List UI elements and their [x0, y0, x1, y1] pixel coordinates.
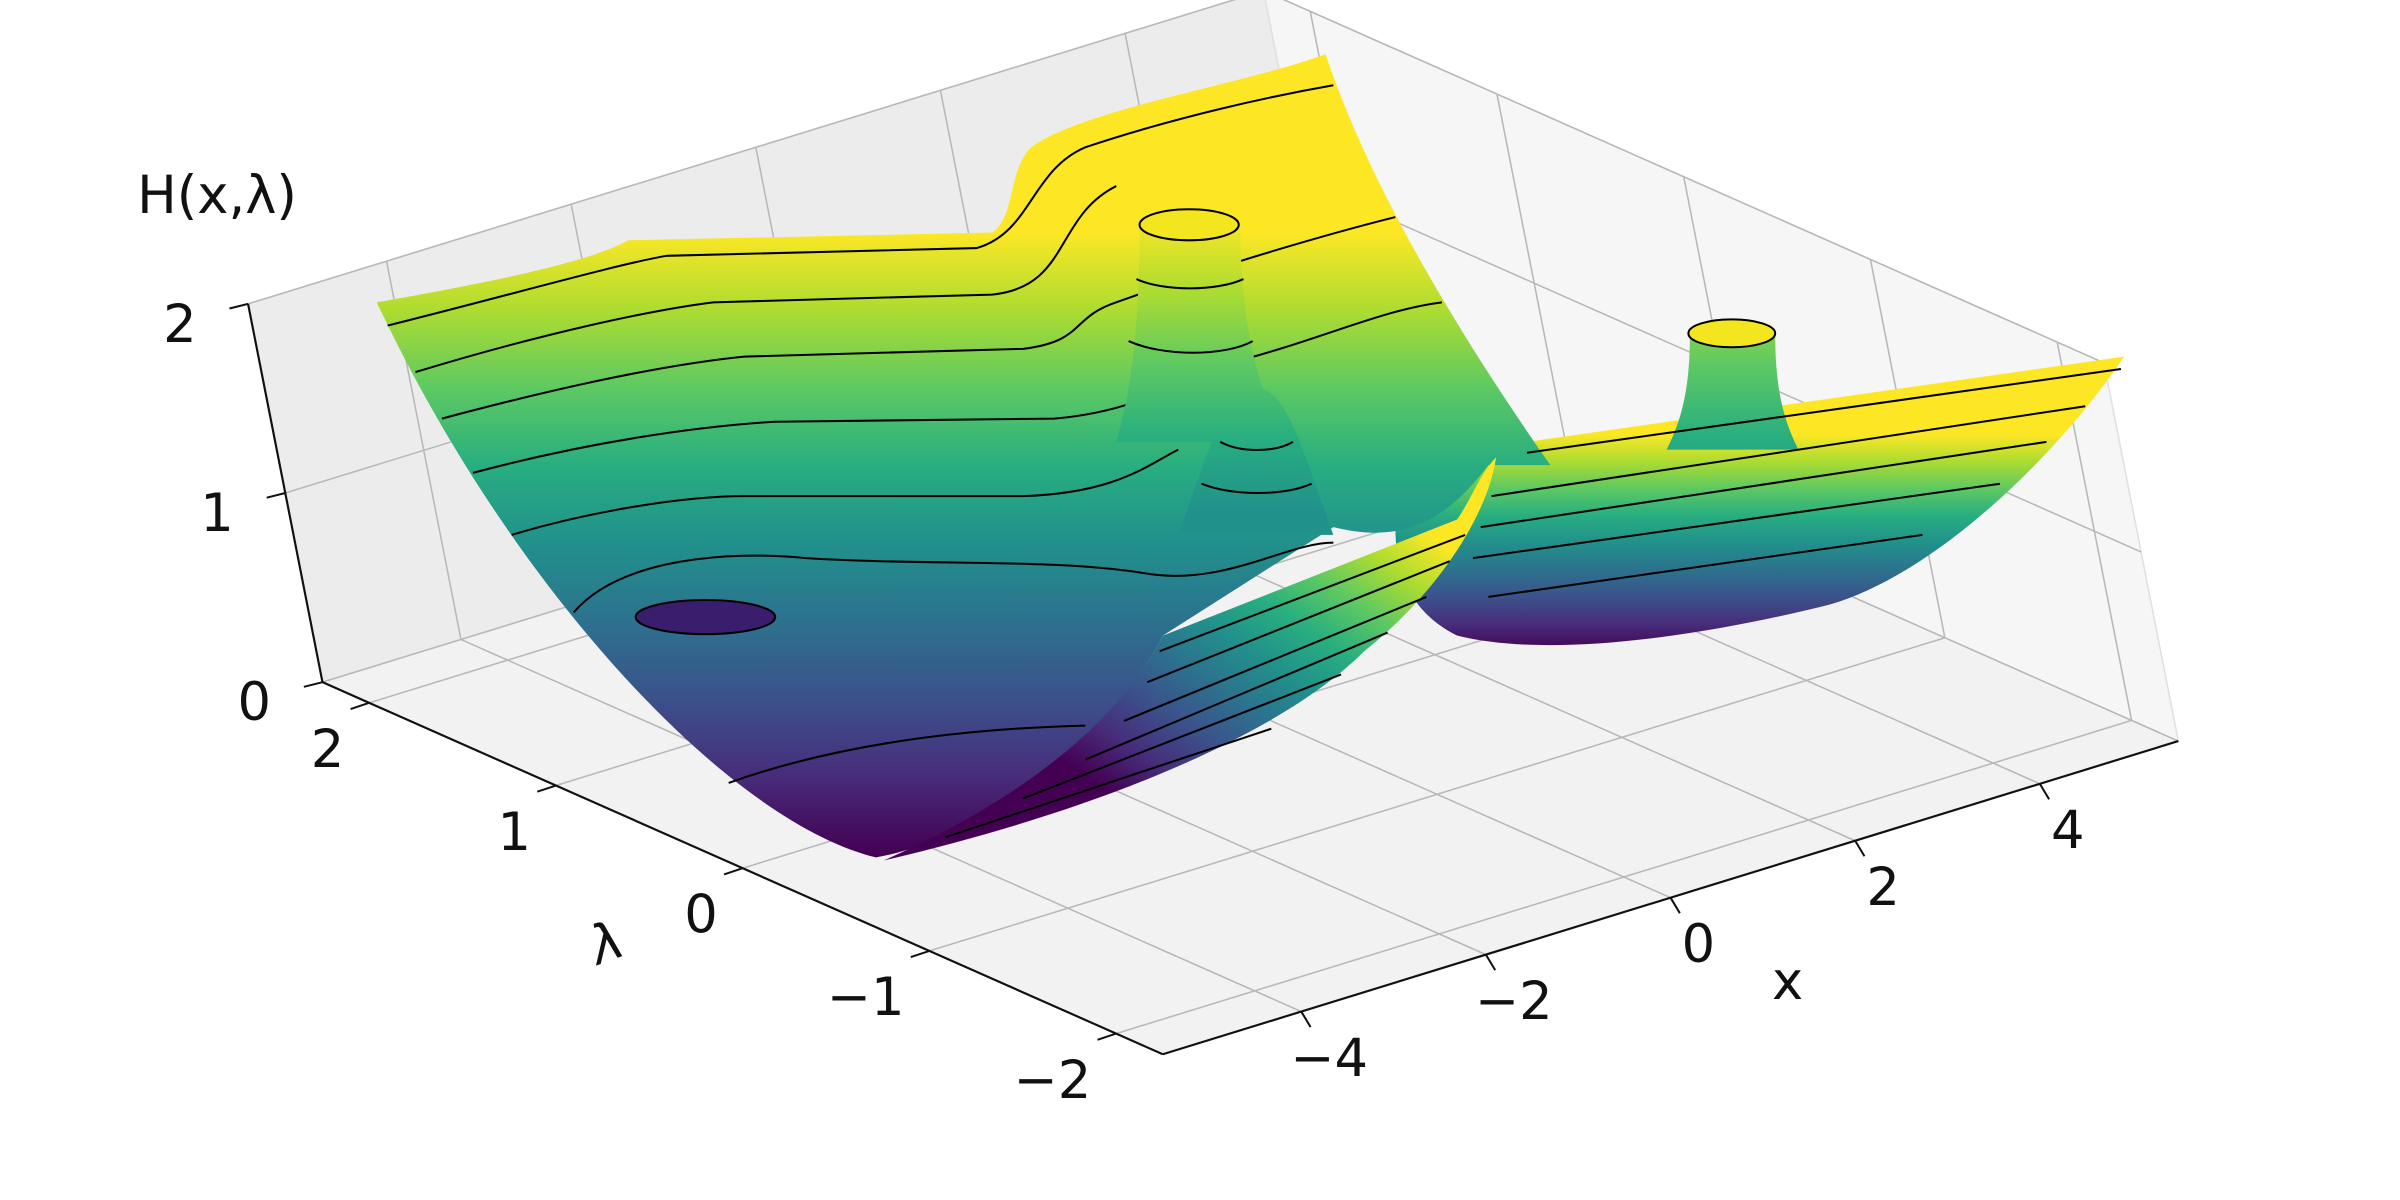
contour-line	[728, 724, 1086, 784]
x-tick	[1300, 1011, 1312, 1028]
contour-line	[1480, 440, 2047, 529]
y-tick-label: 2	[311, 719, 345, 780]
x-tick	[1485, 954, 1497, 971]
surface-front-ridge	[883, 457, 1497, 861]
grid-line	[1115, 719, 2132, 1035]
z-tick	[266, 492, 286, 499]
x-tick	[1854, 840, 1866, 857]
x-axis-label: x	[1772, 951, 1803, 1012]
contour-line	[1022, 673, 1342, 800]
contour-line	[387, 84, 1334, 327]
z-tick	[229, 302, 249, 310]
z-tick-label: 2	[163, 294, 197, 355]
surface	[376, 54, 2125, 861]
contour-line	[1128, 340, 1254, 354]
grid-line	[247, 0, 1237, 305]
x-axis-line	[1162, 740, 2179, 1056]
x-tick-label: −4	[1290, 1028, 1368, 1089]
z-axis-label: H(x,λ)	[137, 165, 297, 226]
contour-line	[415, 185, 1117, 374]
grid-line	[1282, 0, 2105, 364]
contour-line	[1201, 482, 1313, 494]
y-tick	[1097, 1032, 1117, 1041]
contour-line	[511, 448, 1179, 536]
y-tick-label: 0	[684, 884, 718, 945]
y-tick	[723, 867, 743, 876]
y-tick	[536, 784, 557, 793]
surface-cone	[1178, 387, 1334, 535]
contour-line	[1219, 440, 1294, 451]
contour-line	[1136, 278, 1244, 290]
surface-right-peak-top	[1687, 318, 1777, 349]
surface-tall-peak	[1116, 224, 1287, 442]
z-tick-label: 1	[200, 483, 234, 544]
y-axis-label: λ	[579, 909, 632, 978]
grid-line	[929, 636, 1946, 952]
z-axis-line	[246, 303, 324, 683]
x-tick-label: 2	[1866, 857, 1900, 918]
contour-line	[1472, 482, 2001, 560]
z-tick-label: 0	[237, 672, 271, 733]
y-tick	[350, 701, 370, 710]
contour-line	[1123, 595, 1427, 722]
contour-line	[1084, 631, 1388, 761]
x-tick	[2038, 783, 2050, 800]
y-tick-label: 1	[498, 802, 532, 863]
x-tick-label: −2	[1475, 971, 1553, 1032]
x-tick-label: 0	[1682, 914, 1716, 975]
contour-line	[1488, 533, 1923, 598]
contour-line	[572, 541, 1334, 614]
x-tick	[1669, 897, 1681, 914]
z-tick	[303, 681, 323, 688]
x-tick-label: 4	[2051, 800, 2085, 861]
surface-hole	[634, 598, 777, 636]
y-tick	[910, 949, 930, 959]
y-tick-label: −2	[1014, 1050, 1092, 1111]
y-axis-line	[322, 681, 1164, 1056]
surface-right-peak	[1666, 333, 1799, 450]
y-tick-label: −1	[827, 967, 905, 1028]
contour-line	[945, 727, 1272, 839]
surface-tall-peak-top	[1138, 208, 1240, 242]
contour-line	[1146, 560, 1450, 684]
contour-line	[1159, 533, 1466, 653]
contour-line	[1526, 367, 2122, 454]
contour-line	[441, 216, 1396, 420]
contour-line	[1491, 405, 2086, 498]
